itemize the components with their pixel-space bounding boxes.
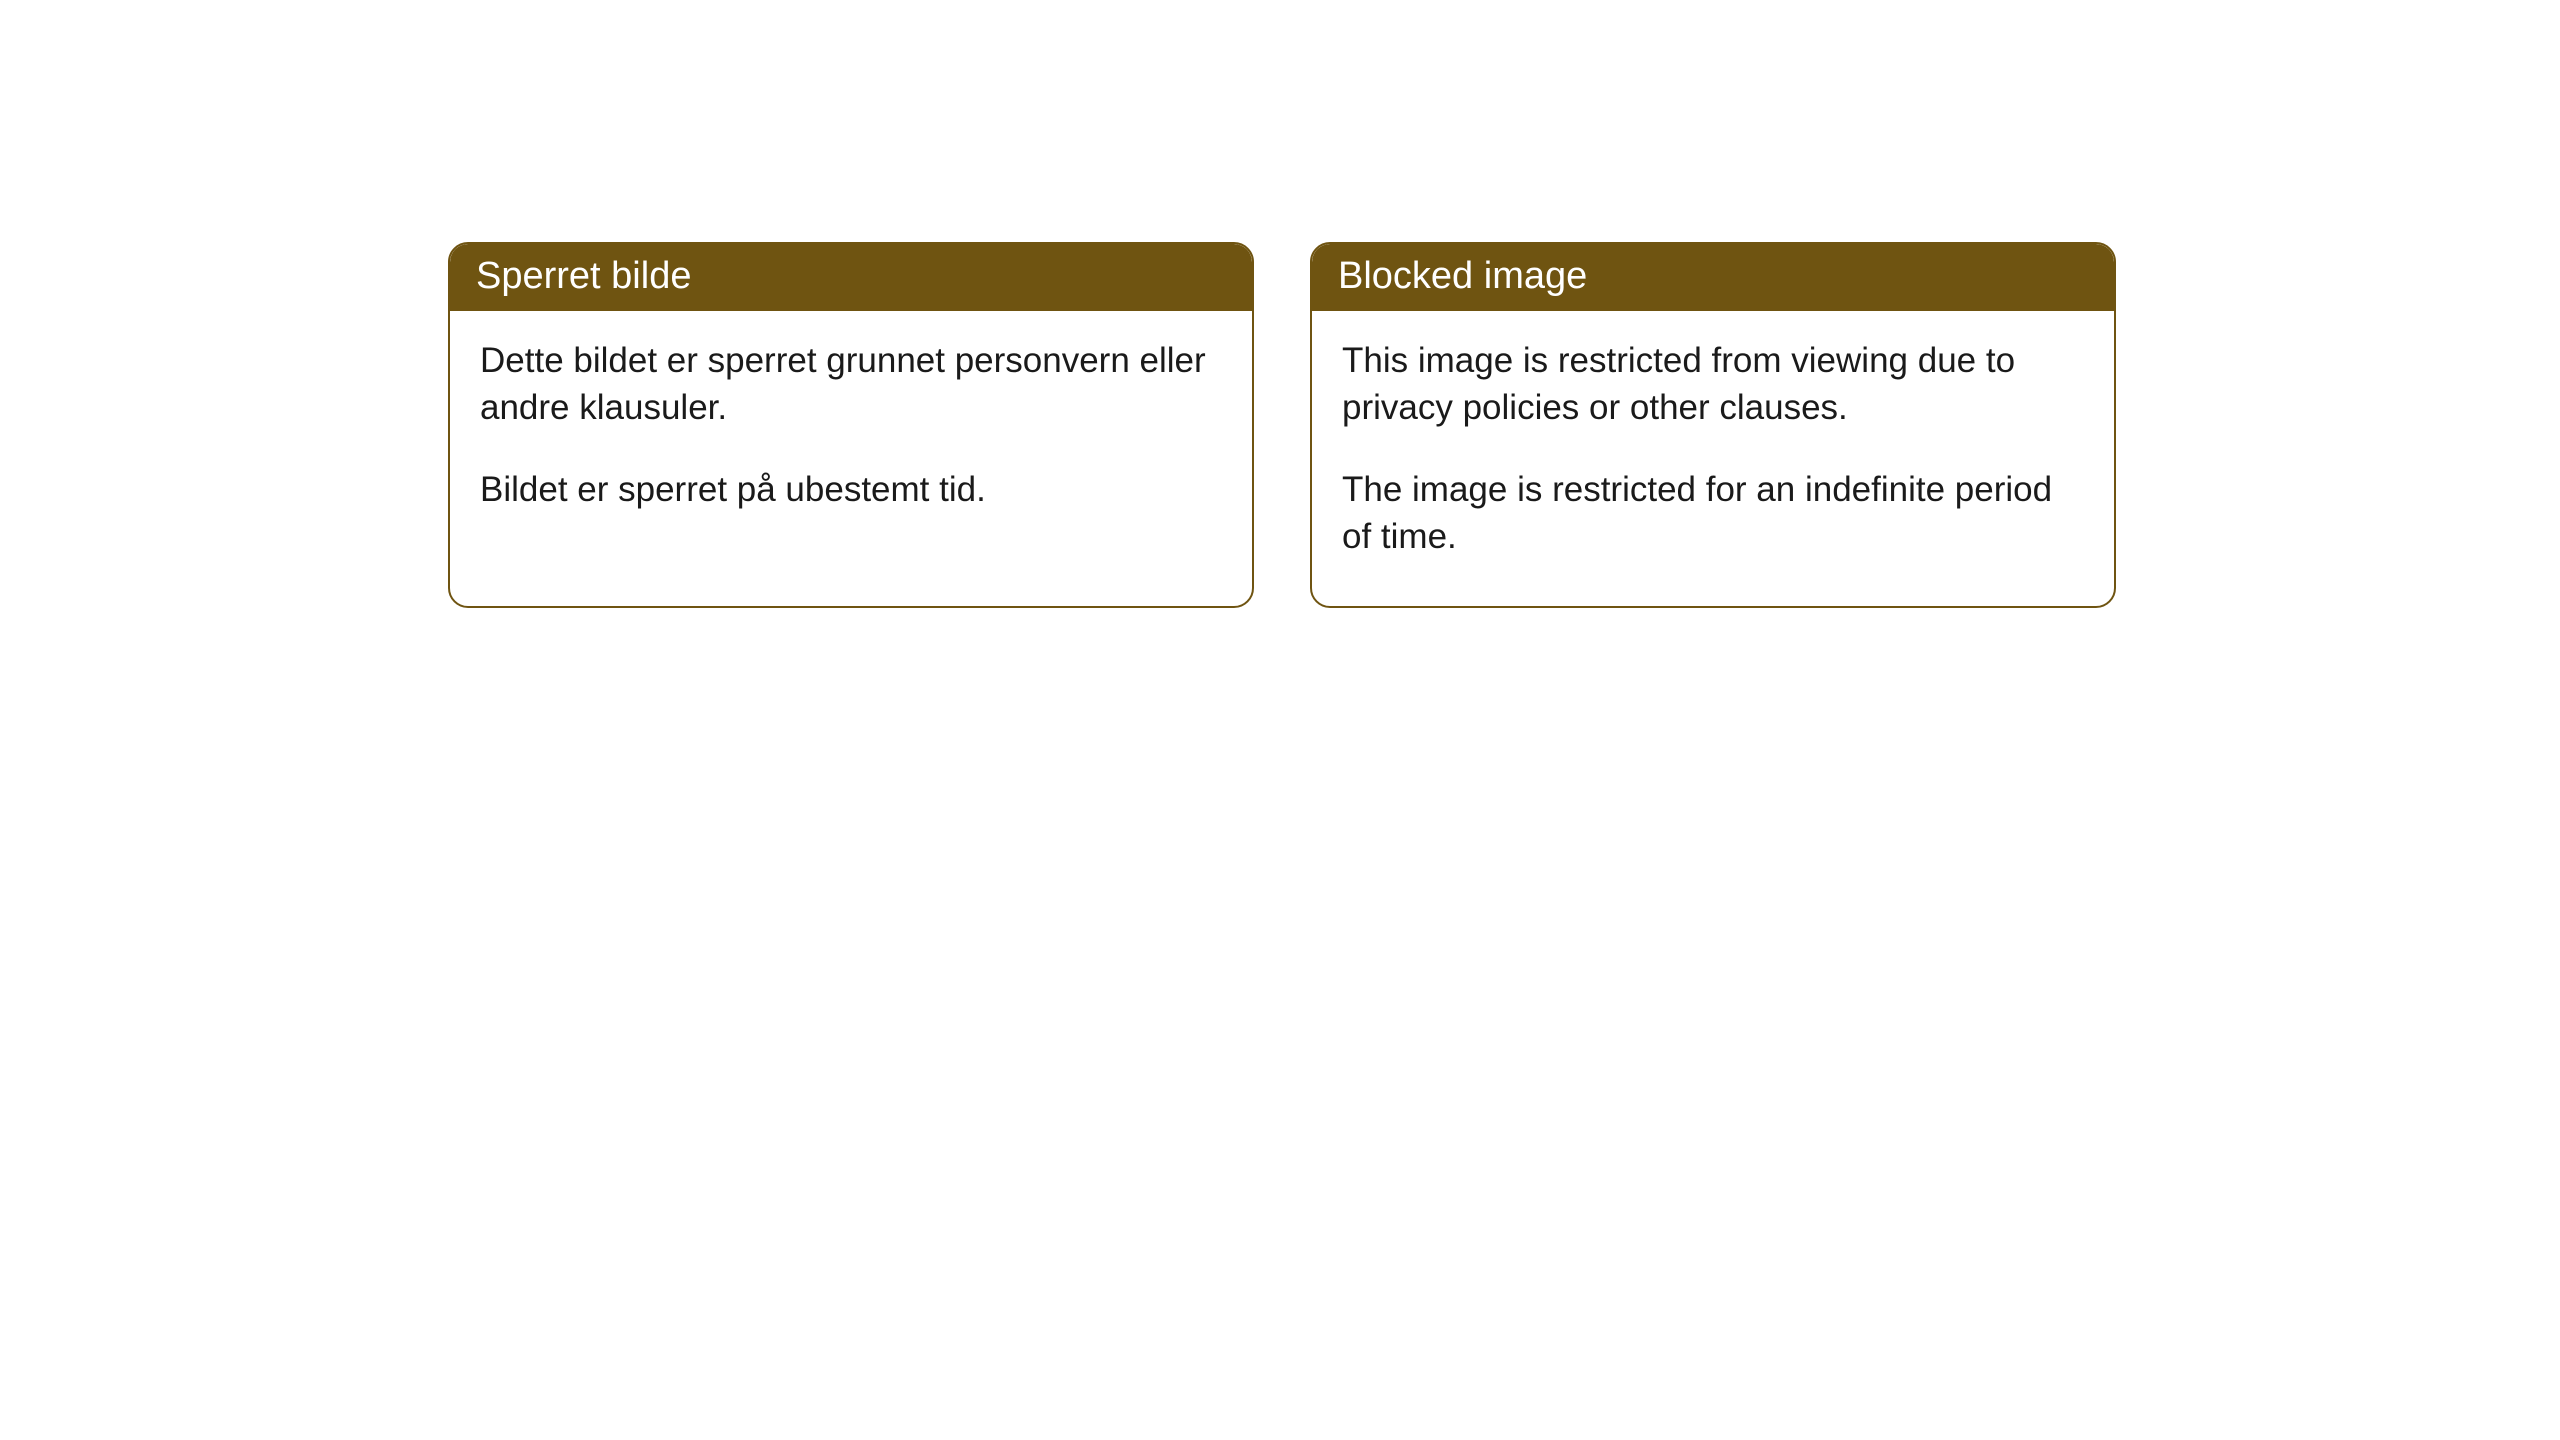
notice-text-line1: Dette bildet er sperret grunnet personve… xyxy=(480,337,1222,432)
card-body: This image is restricted from viewing du… xyxy=(1312,311,2114,606)
card-body: Dette bildet er sperret grunnet personve… xyxy=(450,311,1252,559)
notice-card-norwegian: Sperret bilde Dette bildet er sperret gr… xyxy=(448,242,1254,608)
card-header: Sperret bilde xyxy=(450,244,1252,311)
card-header: Blocked image xyxy=(1312,244,2114,311)
notice-card-english: Blocked image This image is restricted f… xyxy=(1310,242,2116,608)
notice-text-line1: This image is restricted from viewing du… xyxy=(1342,337,2084,432)
notice-text-line2: The image is restricted for an indefinit… xyxy=(1342,466,2084,561)
cards-container: Sperret bilde Dette bildet er sperret gr… xyxy=(0,0,2560,608)
notice-text-line2: Bildet er sperret på ubestemt tid. xyxy=(480,466,1222,513)
